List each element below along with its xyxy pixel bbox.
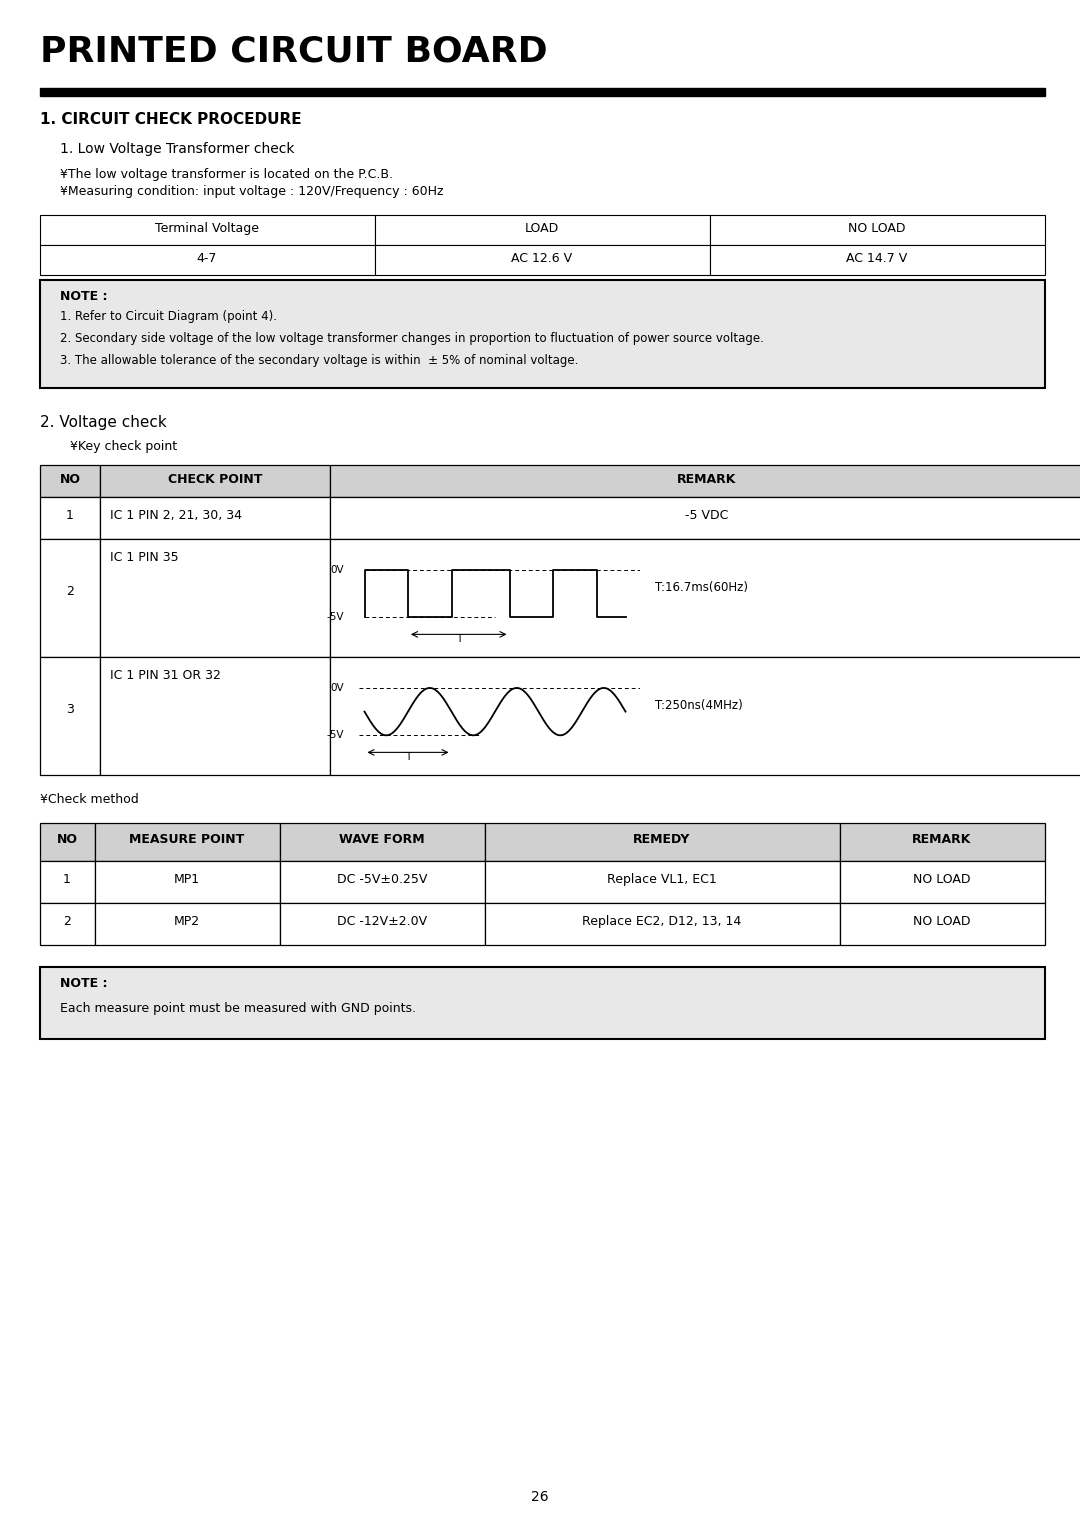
Text: -5V: -5V bbox=[326, 613, 345, 622]
Text: NO: NO bbox=[59, 474, 81, 486]
Text: NO LOAD: NO LOAD bbox=[914, 915, 971, 927]
Bar bbox=[40, 215, 375, 244]
Text: ¥Key check point: ¥Key check point bbox=[70, 440, 177, 452]
Bar bbox=[100, 657, 330, 775]
Bar bbox=[330, 497, 1080, 539]
Text: -5V: -5V bbox=[326, 730, 345, 740]
Text: 1. CIRCUIT CHECK PROCEDURE: 1. CIRCUIT CHECK PROCEDURE bbox=[40, 112, 301, 127]
Bar bbox=[40, 903, 95, 944]
Text: 1. Low Voltage Transformer check: 1. Low Voltage Transformer check bbox=[60, 142, 295, 156]
Text: NO LOAD: NO LOAD bbox=[914, 872, 971, 886]
Text: MP2: MP2 bbox=[174, 915, 200, 927]
Text: REMARK: REMARK bbox=[913, 833, 972, 847]
Text: WAVE FORM: WAVE FORM bbox=[339, 833, 424, 847]
Text: T:250ns(4MHz): T:250ns(4MHz) bbox=[654, 698, 743, 712]
Bar bbox=[840, 860, 1045, 903]
Text: DC -5V±0.25V: DC -5V±0.25V bbox=[337, 872, 428, 886]
Bar bbox=[40, 244, 375, 275]
Text: Terminal Voltage: Terminal Voltage bbox=[156, 222, 259, 235]
Bar bbox=[485, 860, 840, 903]
Text: REMARK: REMARK bbox=[677, 474, 737, 486]
Text: 0V: 0V bbox=[330, 565, 345, 575]
Text: AC 14.7 V: AC 14.7 V bbox=[847, 252, 907, 264]
Bar bbox=[40, 860, 95, 903]
Text: MEASURE POINT: MEASURE POINT bbox=[130, 833, 245, 847]
Text: 4-7: 4-7 bbox=[197, 252, 217, 264]
Bar bbox=[485, 903, 840, 944]
Text: ¥Measuring condition: input voltage : 120V/Frequency : 60Hz: ¥Measuring condition: input voltage : 12… bbox=[60, 185, 444, 199]
Text: Replace VL1, EC1: Replace VL1, EC1 bbox=[607, 872, 717, 886]
Text: NOTE :: NOTE : bbox=[60, 290, 108, 303]
Bar bbox=[95, 860, 280, 903]
Text: 2. Voltage check: 2. Voltage check bbox=[40, 416, 166, 429]
Bar bbox=[40, 967, 1045, 1039]
Text: 26: 26 bbox=[531, 1490, 549, 1504]
Bar bbox=[95, 824, 280, 860]
Bar bbox=[100, 465, 330, 497]
Text: 2: 2 bbox=[63, 915, 71, 927]
Bar bbox=[40, 657, 100, 775]
Bar bbox=[840, 903, 1045, 944]
Bar bbox=[280, 860, 485, 903]
Bar bbox=[280, 824, 485, 860]
Text: PRINTED CIRCUIT BOARD: PRINTED CIRCUIT BOARD bbox=[40, 35, 548, 69]
Text: T: T bbox=[405, 752, 411, 762]
Text: 0V: 0V bbox=[330, 683, 345, 692]
Bar bbox=[330, 657, 1080, 775]
Text: T:16.7ms(60Hz): T:16.7ms(60Hz) bbox=[654, 581, 748, 594]
Text: IC 1 PIN 35: IC 1 PIN 35 bbox=[110, 552, 178, 564]
Text: AC 12.6 V: AC 12.6 V bbox=[512, 252, 572, 264]
Text: 1. Refer to Circuit Diagram (point 4).: 1. Refer to Circuit Diagram (point 4). bbox=[60, 310, 276, 322]
Text: ¥Check method: ¥Check method bbox=[40, 793, 138, 805]
Bar bbox=[100, 497, 330, 539]
Bar bbox=[840, 824, 1045, 860]
Text: Replace EC2, D12, 13, 14: Replace EC2, D12, 13, 14 bbox=[582, 915, 742, 927]
Bar bbox=[40, 497, 100, 539]
Text: Each measure point must be measured with GND points.: Each measure point must be measured with… bbox=[60, 1002, 416, 1015]
Text: -5 VDC: -5 VDC bbox=[686, 509, 729, 523]
Bar bbox=[40, 539, 100, 657]
Text: IC 1 PIN 2, 21, 30, 34: IC 1 PIN 2, 21, 30, 34 bbox=[110, 509, 242, 523]
Bar bbox=[710, 215, 1045, 244]
Text: ¥The low voltage transformer is located on the P.C.B.: ¥The low voltage transformer is located … bbox=[60, 168, 393, 180]
Text: 1: 1 bbox=[66, 509, 73, 523]
Bar bbox=[485, 824, 840, 860]
Text: CHECK POINT: CHECK POINT bbox=[167, 474, 262, 486]
Text: 1: 1 bbox=[63, 872, 71, 886]
Text: IC 1 PIN 31 OR 32: IC 1 PIN 31 OR 32 bbox=[110, 669, 221, 681]
Bar bbox=[40, 280, 1045, 388]
Text: NOTE :: NOTE : bbox=[60, 976, 108, 990]
Text: REMEDY: REMEDY bbox=[633, 833, 691, 847]
Text: 2: 2 bbox=[66, 585, 73, 597]
Bar bbox=[95, 903, 280, 944]
Text: NO: NO bbox=[56, 833, 78, 847]
Text: MP1: MP1 bbox=[174, 872, 200, 886]
Bar bbox=[100, 539, 330, 657]
Bar bbox=[375, 244, 710, 275]
Text: DC -12V±2.0V: DC -12V±2.0V bbox=[337, 915, 427, 927]
Bar bbox=[280, 903, 485, 944]
Bar bbox=[40, 89, 1045, 96]
Bar bbox=[330, 539, 1080, 657]
Text: LOAD: LOAD bbox=[525, 222, 559, 235]
Text: 3. The allowable tolerance of the secondary voltage is within  ± 5% of nominal v: 3. The allowable tolerance of the second… bbox=[60, 354, 579, 367]
Text: T: T bbox=[456, 634, 462, 645]
Bar bbox=[330, 465, 1080, 497]
Text: 3: 3 bbox=[66, 703, 73, 717]
Text: NO LOAD: NO LOAD bbox=[848, 222, 906, 235]
Text: 2. Secondary side voltage of the low voltage transformer changes in proportion t: 2. Secondary side voltage of the low vol… bbox=[60, 332, 764, 345]
Bar bbox=[40, 465, 100, 497]
Bar bbox=[375, 215, 710, 244]
Bar bbox=[710, 244, 1045, 275]
Bar bbox=[40, 824, 95, 860]
